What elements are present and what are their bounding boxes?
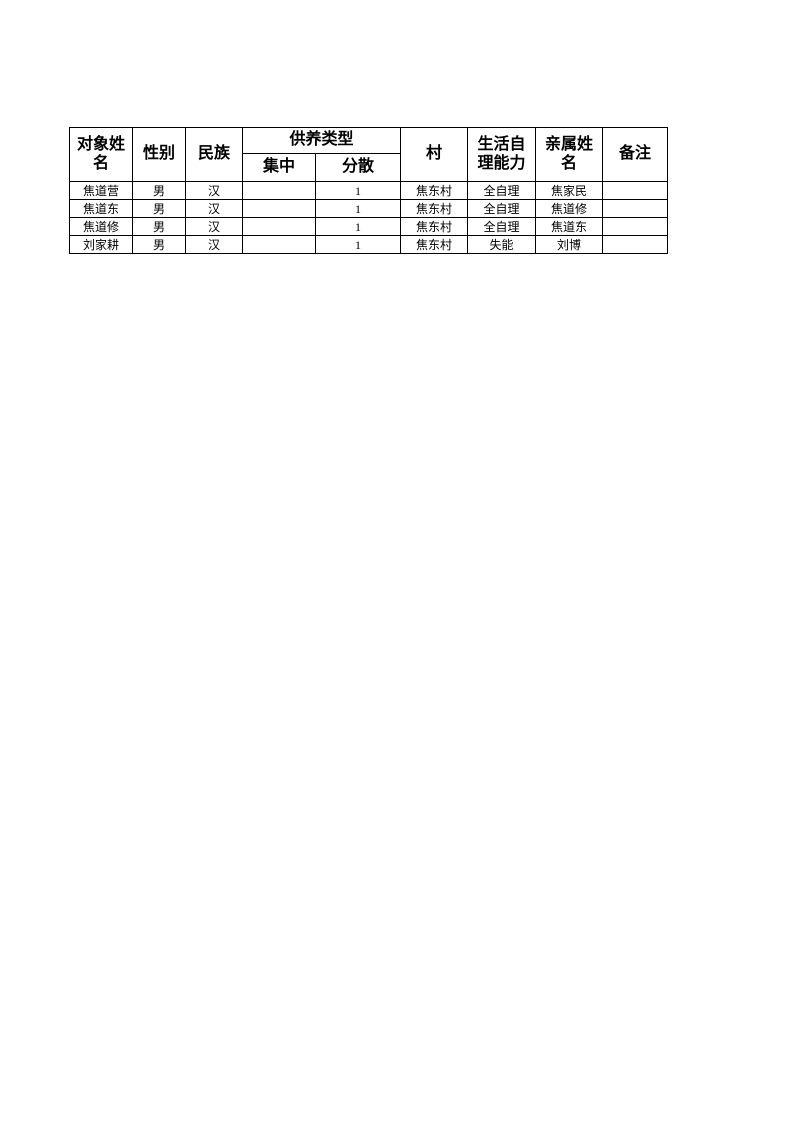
header-dispersed: 分散 [315,153,401,182]
table-row: 刘家耕 男 汉 1 焦东村 失能 刘博 [69,235,668,254]
cell-self-care: 全自理 [467,199,536,218]
cell-ethnicity: 汉 [185,199,243,218]
cell-centralized [242,217,316,236]
header-village: 村 [400,127,468,182]
cell-village: 焦东村 [400,199,468,218]
cell-dispersed: 1 [315,199,401,218]
table-header: 对象姓名 性别 民族 供养类型 村 生活自理能力 亲属姓名 备注 集中 分散 [69,127,668,182]
cell-self-care: 全自理 [467,181,536,200]
cell-subject-name: 焦道修 [69,217,133,236]
cell-relative-name: 焦道修 [535,199,603,218]
cell-centralized [242,235,316,254]
cell-gender: 男 [132,199,186,218]
cell-gender: 男 [132,181,186,200]
cell-relative-name: 焦家民 [535,181,603,200]
cell-ethnicity: 汉 [185,235,243,254]
table-row: 焦道营 男 汉 1 焦东村 全自理 焦家民 [69,181,668,200]
cell-relative-name: 焦道东 [535,217,603,236]
table-row: 焦道东 男 汉 1 焦东村 全自理 焦道修 [69,199,668,218]
cell-dispersed: 1 [315,181,401,200]
cell-relative-name: 刘博 [535,235,603,254]
cell-gender: 男 [132,217,186,236]
header-gender: 性别 [132,127,186,182]
cell-gender: 男 [132,235,186,254]
cell-remarks [602,217,668,236]
header-centralized: 集中 [242,153,316,182]
header-self-care-ability: 生活自理能力 [467,127,536,182]
header-support-type-group: 供养类型 [242,127,401,154]
cell-subject-name: 焦道东 [69,199,133,218]
header-subject-name: 对象姓名 [69,127,133,182]
header-relative-name: 亲属姓名 [535,127,603,182]
support-records-table: 对象姓名 性别 民族 供养类型 村 生活自理能力 亲属姓名 备注 集中 分散 焦… [69,127,668,254]
cell-ethnicity: 汉 [185,181,243,200]
cell-self-care: 失能 [467,235,536,254]
cell-remarks [602,235,668,254]
header-remarks: 备注 [602,127,668,182]
cell-self-care: 全自理 [467,217,536,236]
cell-subject-name: 刘家耕 [69,235,133,254]
cell-village: 焦东村 [400,235,468,254]
cell-village: 焦东村 [400,181,468,200]
cell-dispersed: 1 [315,217,401,236]
cell-remarks [602,199,668,218]
cell-dispersed: 1 [315,235,401,254]
cell-ethnicity: 汉 [185,217,243,236]
cell-village: 焦东村 [400,217,468,236]
cell-subject-name: 焦道营 [69,181,133,200]
cell-remarks [602,181,668,200]
table-row: 焦道修 男 汉 1 焦东村 全自理 焦道东 [69,217,668,236]
cell-centralized [242,199,316,218]
header-ethnicity: 民族 [185,127,243,182]
cell-centralized [242,181,316,200]
table-body: 焦道营 男 汉 1 焦东村 全自理 焦家民 焦道东 男 汉 1 焦东村 全自理 … [69,181,668,254]
